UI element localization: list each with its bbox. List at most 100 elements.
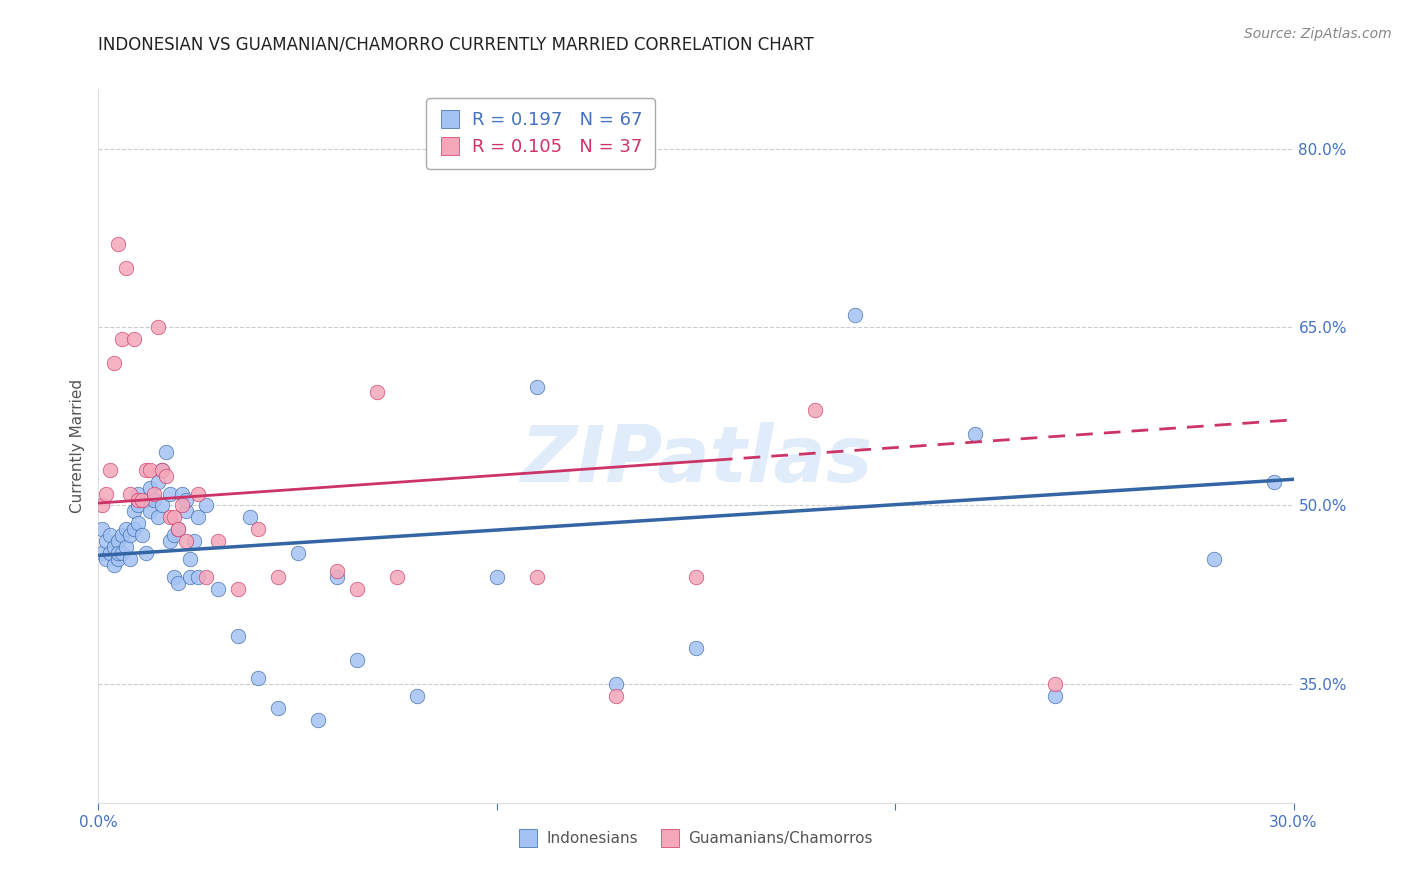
Point — [143, 492, 166, 507]
Point — [844, 308, 866, 322]
Text: ZIPatlas: ZIPatlas — [520, 422, 872, 499]
Point — [131, 492, 153, 507]
Text: INDONESIAN VS GUAMANIAN/CHAMORRO CURRENTLY MARRIED CORRELATION CHART: INDONESIAN VS GUAMANIAN/CHAMORRO CURRENT… — [98, 36, 814, 54]
Point — [155, 445, 177, 459]
Point — [183, 534, 205, 549]
Point — [326, 570, 349, 584]
Point — [135, 546, 157, 560]
Point — [98, 463, 122, 477]
Legend: Indonesians, Guamanians/Chamorros: Indonesians, Guamanians/Chamorros — [513, 825, 879, 852]
Point — [143, 486, 166, 500]
Point — [91, 546, 114, 560]
Point — [226, 629, 249, 643]
Point — [127, 516, 149, 531]
Point — [96, 534, 118, 549]
Point — [174, 534, 197, 549]
Point — [172, 486, 194, 500]
Point — [103, 540, 125, 554]
Point — [159, 510, 181, 524]
Point — [167, 575, 190, 590]
Point — [139, 504, 162, 518]
Point — [187, 510, 209, 524]
Point — [174, 492, 197, 507]
Point — [124, 332, 146, 346]
Y-axis label: Currently Married: Currently Married — [69, 379, 84, 513]
Point — [346, 653, 368, 667]
Point — [179, 570, 201, 584]
Point — [135, 463, 157, 477]
Point — [187, 570, 209, 584]
Point — [174, 504, 197, 518]
Point — [127, 486, 149, 500]
Point — [115, 522, 138, 536]
Point — [155, 468, 177, 483]
Point — [107, 534, 129, 549]
Point — [1263, 475, 1285, 489]
Point — [385, 570, 409, 584]
Point — [103, 356, 125, 370]
Point — [804, 403, 827, 417]
Point — [207, 534, 229, 549]
Point — [98, 528, 122, 542]
Point — [346, 582, 368, 596]
Point — [91, 522, 114, 536]
Point — [111, 528, 134, 542]
Point — [115, 540, 138, 554]
Point — [127, 492, 149, 507]
Point — [605, 689, 627, 703]
Point — [1043, 677, 1066, 691]
Point — [167, 522, 190, 536]
Point — [287, 546, 309, 560]
Point — [148, 510, 170, 524]
Point — [406, 689, 429, 703]
Point — [239, 510, 262, 524]
Point — [526, 379, 548, 393]
Point — [187, 486, 209, 500]
Point — [207, 582, 229, 596]
Point — [1043, 689, 1066, 703]
Point — [167, 522, 190, 536]
Point — [267, 570, 290, 584]
Point — [179, 552, 201, 566]
Point — [148, 320, 170, 334]
Point — [107, 236, 129, 251]
Point — [246, 671, 269, 685]
Point — [103, 558, 125, 572]
Point — [139, 481, 162, 495]
Point — [163, 570, 186, 584]
Point — [98, 546, 122, 560]
Point — [685, 570, 707, 584]
Point — [267, 700, 290, 714]
Point — [326, 564, 349, 578]
Point — [96, 486, 118, 500]
Point — [963, 427, 986, 442]
Point — [526, 570, 548, 584]
Point — [159, 534, 181, 549]
Point — [195, 499, 218, 513]
Point — [226, 582, 249, 596]
Point — [124, 522, 146, 536]
Point — [120, 552, 142, 566]
Point — [163, 510, 186, 524]
Point — [150, 463, 173, 477]
Point — [485, 570, 508, 584]
Point — [366, 385, 388, 400]
Point — [195, 570, 218, 584]
Point — [148, 475, 170, 489]
Point — [150, 463, 173, 477]
Point — [107, 552, 129, 566]
Point — [127, 499, 149, 513]
Point — [111, 546, 134, 560]
Point — [605, 677, 627, 691]
Point — [131, 528, 153, 542]
Point — [96, 552, 118, 566]
Point — [1202, 552, 1225, 566]
Point — [307, 713, 329, 727]
Point — [139, 463, 162, 477]
Point — [135, 492, 157, 507]
Point — [115, 260, 138, 275]
Point — [163, 528, 186, 542]
Point — [107, 546, 129, 560]
Point — [150, 499, 173, 513]
Point — [120, 528, 142, 542]
